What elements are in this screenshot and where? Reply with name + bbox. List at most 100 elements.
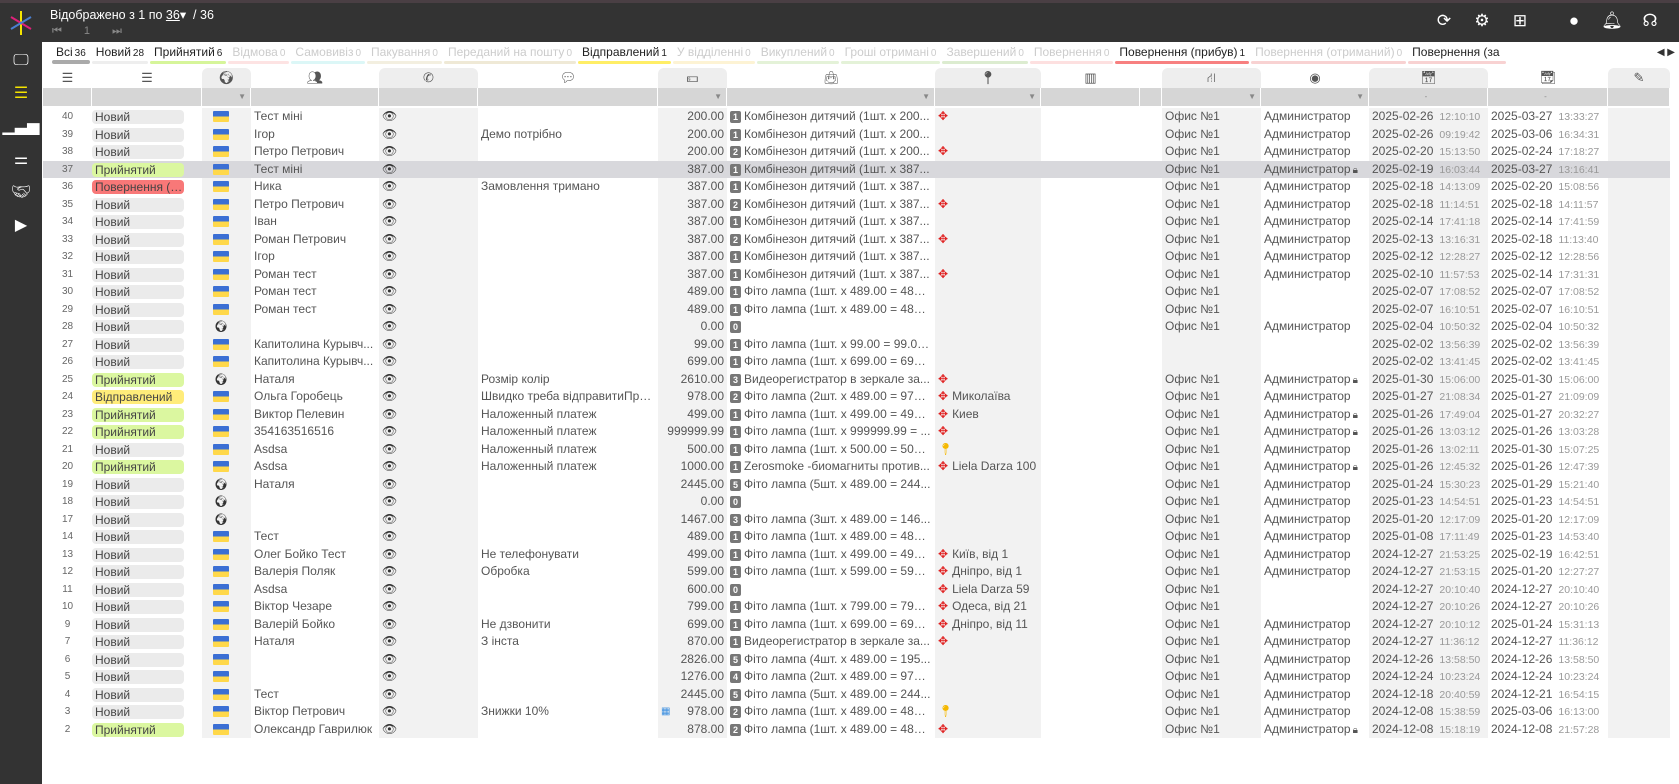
table-row[interactable]: 12 Новий Валерія Поляк 👁︎ Обробка 599.00 1 Фіто… [43, 563, 1670, 581]
tab-status[interactable]: Переданий на пошту 0 [443, 44, 576, 66]
table-row[interactable]: 40 Новий Тест міні 👁︎ 200.00 1 Комбінезон дитя… [43, 108, 1670, 126]
status-badge[interactable]: Відправлений [92, 390, 184, 404]
column-filter[interactable] [1608, 88, 1670, 106]
status-badge[interactable]: Новий [92, 215, 184, 229]
monitor-icon[interactable]: 🖵 [13, 52, 29, 69]
phone-icon[interactable]: ✆ [379, 68, 478, 88]
status-badge[interactable]: Новий [92, 477, 184, 492]
calendar-created-icon[interactable]: 📅︎ [1369, 68, 1488, 88]
id-icon[interactable]: ☰ [61, 70, 74, 85]
filter-dropdown-icon[interactable]: ▼ [1028, 92, 1036, 101]
status-badge[interactable]: Прийнятий [92, 372, 184, 387]
table-row[interactable]: 21 Новий Asdsa 👁︎ Наложенный платеж 500.00 1 Фі… [43, 440, 1670, 458]
table-row[interactable]: 13 Новий Олег Бойко Тест 👁︎ Не телефонувати 4… [43, 545, 1670, 563]
customer-name[interactable]: Валерій Бойко [254, 616, 336, 631]
product-summary[interactable]: Фіто лампа (1шт. x 489.00 = 489.... [744, 529, 934, 543]
eye-icon[interactable]: 👁︎ [382, 529, 398, 543]
customer-name[interactable]: Роман тест [254, 301, 317, 316]
column-filter[interactable] [478, 88, 658, 106]
status-badge[interactable]: Новий [92, 232, 184, 247]
filter-dropdown-icon[interactable]: ▼ [238, 92, 246, 101]
delivery-move-icon[interactable]: ✥ [938, 371, 949, 386]
eye-icon[interactable]: 👁︎ [382, 669, 398, 683]
delivery-move-icon[interactable]: ✥ [938, 459, 949, 473]
customer-name[interactable]: Тест міні [254, 109, 303, 123]
analytics-icon[interactable]: ▁▃▅ [2, 118, 40, 135]
table-row[interactable]: 28 Новий 🌍︎ 👁︎ 0.00 0 Офис №1 Администратор 2025… [43, 318, 1670, 336]
eye-icon[interactable]: 👁︎ [382, 319, 398, 333]
add-icon[interactable]: ⊞ [1512, 11, 1528, 30]
product-summary[interactable]: Комбінезон дитячий (1шт. x 200... [744, 109, 930, 123]
customer-name[interactable]: Петро Петрович [254, 144, 345, 158]
product-summary[interactable]: Видеорегистратор в зеркале за... [744, 634, 930, 648]
status-badge[interactable]: Новий [92, 285, 184, 299]
customer-name[interactable]: Тест [254, 529, 279, 543]
tab-status[interactable]: Пакування 0 [367, 44, 442, 66]
table-row[interactable]: 3 Новий Віктор Петрович 👁︎ Знижки 10% ▦ 978.00… [43, 703, 1670, 721]
table-row[interactable]: 6 Новий 👁︎ 2826.00 5 Фіто лампа (4шт. x 489.0… [43, 650, 1670, 668]
delivery-move-icon[interactable]: ✥ [938, 616, 949, 631]
customer-name[interactable]: Віктор Чезаре [254, 599, 333, 613]
table-row[interactable]: 22 Прийнятий 354163516516 👁︎ Наложенный плат… [43, 423, 1670, 441]
eye-icon[interactable]: 👁︎ [382, 231, 398, 246]
settings-sliders-icon[interactable]: ⚌ [13, 151, 29, 168]
status-badge[interactable]: Новий [92, 512, 184, 527]
delivery-move-icon[interactable]: ✥ [938, 721, 949, 736]
eye-icon[interactable]: 👁︎ [382, 406, 398, 421]
customer-name[interactable]: Наталя [254, 371, 295, 386]
delivery-move-icon[interactable]: ✥ [938, 231, 949, 246]
status-badge[interactable]: Прийнятий [92, 407, 184, 422]
delivery-move-icon[interactable]: ✥ [938, 581, 949, 596]
eye-icon[interactable]: 👁︎ [382, 266, 398, 281]
product-summary[interactable]: Фіто лампа (1шт. x 489.00 = 489.... [744, 301, 934, 316]
customer-name[interactable]: Олег Бойко Тест [254, 546, 347, 561]
table-row[interactable]: 37 Прийнятий Тест міні 👁︎ 387.00 1 Комбінезон … [43, 160, 1670, 178]
bag-icon[interactable]: 👜︎ [822, 70, 840, 85]
eye-icon[interactable]: 👁︎ [382, 214, 398, 228]
customer-name[interactable]: Петро Петрович [254, 196, 345, 211]
customer-name[interactable]: Роман тест [254, 284, 317, 298]
globe-icon[interactable]: 🌍︎ [202, 68, 251, 88]
status-badge[interactable]: Новий [92, 250, 184, 264]
table-row[interactable]: 14 Новий Тест 👁︎ 489.00 1 Фіто лампа (1шт. x 4… [43, 528, 1670, 546]
status-badge[interactable]: Новий [92, 547, 184, 562]
customer-name[interactable]: Виктор Пелевин [254, 406, 345, 421]
tab-status[interactable]: Завершений 0 [942, 44, 1028, 66]
eye-icon[interactable]: 👁︎ [382, 284, 398, 298]
customer-name[interactable]: Іван [254, 214, 277, 228]
product-summary[interactable]: Фіто лампа (1шт. x 489.00 = 489.... [744, 284, 934, 298]
customer-name[interactable]: Asdsa [254, 441, 288, 456]
customer-name[interactable]: Наталя [254, 634, 295, 648]
tab-status[interactable]: Викуплений 0 [756, 44, 839, 66]
status-badge[interactable]: Новий [92, 355, 184, 369]
table-row[interactable]: 26 Новий Капитолина Курывч... 👁︎ 699.00 1 Фіто… [43, 353, 1670, 371]
table-row[interactable]: 11 Новий Asdsa 👁︎ 600.00 0 ✥ Liela Darza 59 Офис… [43, 580, 1670, 598]
product-summary[interactable]: Комбінезон дитячий (1шт. x 387... [744, 161, 930, 176]
status-badge[interactable]: Прийнятий [92, 460, 184, 474]
product-summary[interactable]: Фіто лампа (1шт. x 499.00 = 499.... [744, 546, 934, 561]
calendar-edit-icon[interactable]: 📆︎ [1539, 70, 1557, 85]
status-badge[interactable]: Новий [92, 267, 184, 282]
filter-dropdown-icon[interactable]: ▼ [714, 92, 722, 101]
status-badge[interactable]: Новий [92, 110, 184, 124]
status-badge[interactable]: Прийнятий [92, 162, 184, 177]
eye-icon[interactable]: 👁︎ [382, 634, 398, 648]
table-row[interactable]: 33 Новий Роман Петрович 👁︎ 387.00 2 Комбінезон… [43, 230, 1670, 248]
tab-status[interactable]: Повернення (прибув) 1 [1115, 44, 1250, 66]
tab-status[interactable]: Самовивіз 0 [291, 44, 366, 66]
customer-name[interactable]: Ника [254, 179, 282, 193]
column-filter[interactable]: ▼ [1261, 88, 1369, 106]
delivery-move-icon[interactable]: ✥ [938, 144, 949, 158]
status-badge[interactable]: Прийнятий [92, 425, 184, 439]
filter-dropdown-icon[interactable]: ▼ [922, 92, 930, 101]
map-pin-icon[interactable]: 📍︎ [938, 704, 954, 718]
comment-icon[interactable]: 💬︎ [559, 70, 577, 85]
tab-status[interactable]: Прийнятий 6 [150, 44, 227, 66]
column-filter[interactable] [251, 88, 379, 106]
delivery-move-icon[interactable]: ✥ [938, 109, 949, 123]
eye-icon[interactable]: 👁︎ [382, 476, 398, 491]
status-badge[interactable]: Новий [92, 617, 184, 632]
tab-scroll-arrows[interactable]: ◀ ▶ [1652, 47, 1675, 58]
chevron-down-icon[interactable]: ▾ [179, 8, 187, 22]
product-summary[interactable]: Фіто лампа (1шт. x 999999.99 = ... [744, 424, 931, 438]
